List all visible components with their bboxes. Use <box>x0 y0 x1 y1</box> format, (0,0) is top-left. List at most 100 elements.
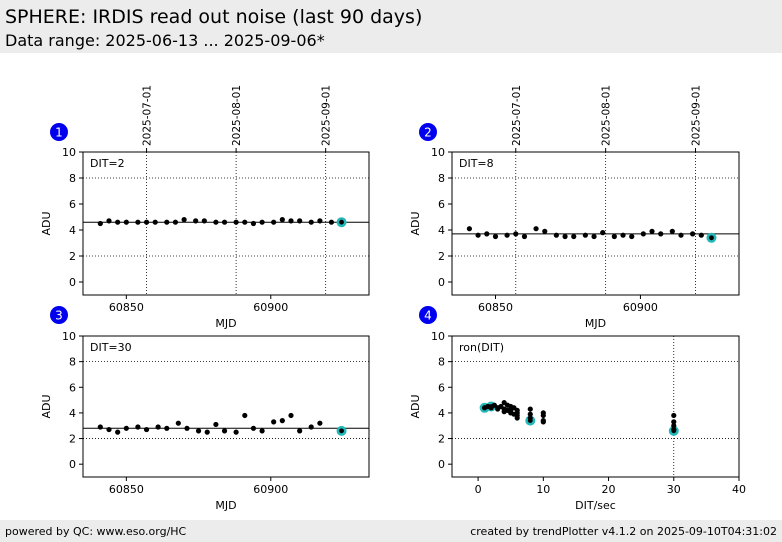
data-point <box>259 428 265 434</box>
data-point <box>213 219 219 225</box>
data-point <box>629 233 635 240</box>
y-tick-label: 10 <box>431 146 445 159</box>
x-tick-label: 20 <box>602 483 616 496</box>
y-tick-label: 6 <box>69 381 76 394</box>
panel-number: 2 <box>424 126 432 140</box>
data-point <box>698 232 704 238</box>
panel-label: DIT=2 <box>90 157 125 170</box>
highlight-point-center <box>339 219 344 225</box>
data-point <box>328 219 335 225</box>
panel-number-badge <box>50 123 68 141</box>
data-point <box>250 425 257 431</box>
data-point <box>233 219 239 225</box>
footer-powered-by: powered by QC: www.eso.org/HC <box>5 525 187 538</box>
data-point <box>115 219 121 225</box>
data-point <box>533 226 539 232</box>
data-point <box>521 233 528 240</box>
plot-frame <box>451 335 740 478</box>
data-point <box>466 226 472 232</box>
data-point <box>527 406 533 412</box>
data-point <box>242 412 248 419</box>
data-point <box>690 231 696 237</box>
y-tick-label: 4 <box>69 224 76 237</box>
data-point <box>213 421 219 428</box>
x-axis-label: MJD <box>215 499 236 512</box>
y-tick-label: 10 <box>62 146 76 159</box>
data-point <box>193 218 199 224</box>
data-point <box>640 231 646 237</box>
y-tick-label: 6 <box>438 198 445 211</box>
data-point <box>106 426 112 433</box>
data-point <box>279 217 285 223</box>
data-point <box>600 230 606 236</box>
data-point <box>553 232 559 238</box>
y-axis-label: ADU <box>40 211 53 235</box>
footer-bar <box>0 520 782 542</box>
data-point <box>513 231 519 237</box>
data-point <box>571 233 577 240</box>
data-point <box>591 233 597 240</box>
highlight-point-center <box>488 404 494 409</box>
data-point <box>562 233 568 240</box>
data-point <box>671 423 677 429</box>
x-axis-label: MJD <box>585 317 606 330</box>
data-point <box>123 425 129 431</box>
x-tick-label: 60900 <box>623 301 658 314</box>
data-point <box>658 231 664 237</box>
data-point <box>611 233 617 240</box>
y-tick-label: 2 <box>69 433 76 446</box>
data-point <box>527 411 533 417</box>
data-point <box>297 428 303 434</box>
data-point <box>204 429 210 435</box>
highlight-point-center <box>339 428 344 434</box>
data-point <box>233 429 239 435</box>
highlight-point-center <box>709 235 714 241</box>
y-axis-label: ADU <box>40 394 53 418</box>
data-point <box>106 218 112 224</box>
y-tick-label: 8 <box>438 356 445 369</box>
y-tick-label: 4 <box>438 224 445 237</box>
footer-created-by: created by trendPlotter v4.1.2 on 2025-0… <box>470 525 777 538</box>
y-tick-label: 8 <box>69 356 76 369</box>
data-point <box>288 218 294 224</box>
data-point <box>271 419 277 425</box>
x-tick-label: 60900 <box>253 483 288 496</box>
x-axis-label: DIT/sec <box>575 499 616 512</box>
y-tick-label: 4 <box>69 407 76 420</box>
data-point <box>271 219 277 225</box>
data-point <box>143 426 150 433</box>
data-point <box>164 219 170 225</box>
highlight-point-center <box>671 428 677 434</box>
plot-frame <box>451 151 740 296</box>
data-point <box>297 218 303 224</box>
panel-number: 1 <box>55 126 63 140</box>
date-tick-label: 2025-09-01 <box>321 85 333 146</box>
y-tick-label: 0 <box>69 276 76 289</box>
panel-number-badge <box>419 123 437 141</box>
x-axis-label: MJD <box>215 317 236 330</box>
data-point <box>279 418 285 424</box>
x-tick-label: 60850 <box>109 301 144 314</box>
highlight-point-center <box>527 418 533 423</box>
chart-panel-4: 0 2 4 6 8 10 0 10 20 30 40 DIT/sec ADU ron(DIT) 4 <box>409 306 746 512</box>
plot-frame <box>82 335 370 478</box>
data-point <box>172 219 179 225</box>
data-point <box>143 219 150 225</box>
data-point <box>221 428 228 434</box>
date-tick-label: 2025-08-01 <box>601 85 613 146</box>
y-axis-label: ADU <box>409 394 422 418</box>
data-point <box>540 410 546 416</box>
chart-panel-2: 2025-07-01 2025-08-01 2025-09-01 0 2 4 6 8 10 608… <box>409 85 740 330</box>
data-point <box>317 218 323 224</box>
data-point <box>475 232 481 238</box>
data-point <box>97 220 103 227</box>
y-tick-label: 6 <box>438 381 445 394</box>
date-tick-label: 2025-08-01 <box>231 85 243 146</box>
plots-area: 2025-07-01 2025-08-01 2025-09-010246810608… <box>40 85 746 512</box>
data-range-subtitle: Data range: 2025-06-13 ... 2025-09-06* <box>5 31 325 50</box>
y-tick-label: 10 <box>62 330 76 343</box>
data-point <box>514 407 520 413</box>
data-point <box>620 232 626 238</box>
page-title: SPHERE: IRDIS read out noise (last 90 da… <box>5 6 423 28</box>
date-tick-label: 2025-09-01 <box>691 85 703 146</box>
